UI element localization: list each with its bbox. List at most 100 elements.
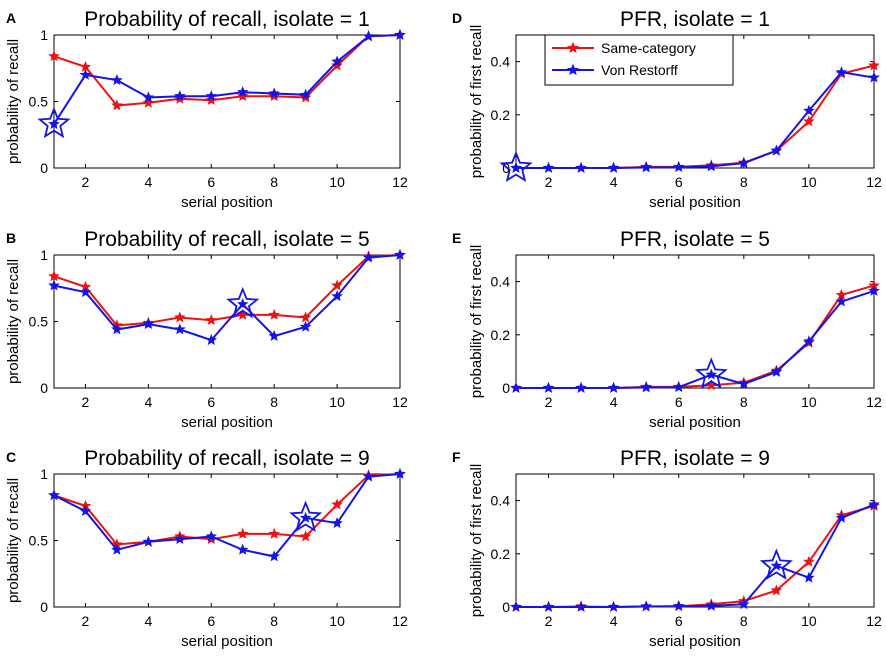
x-tick-label: 10 [801, 613, 817, 629]
y-tick-label: 0 [502, 380, 510, 396]
data-point [205, 94, 218, 106]
series-line [53, 254, 401, 327]
series-line [53, 473, 401, 558]
y-tick-label: 0 [40, 599, 48, 615]
y-tick-label: 1 [40, 247, 48, 263]
data-point [705, 160, 717, 172]
x-tick-label: 10 [329, 613, 345, 629]
data-point [705, 599, 718, 611]
data-point [770, 559, 783, 571]
chart-title: Probability of recall, isolate = 1 [84, 8, 369, 31]
data-point [142, 535, 155, 547]
plot-frame [515, 254, 875, 389]
y-tick-label: 0.5 [29, 533, 49, 549]
y-axis-label: probability of first recall [468, 245, 485, 398]
data-point [48, 279, 60, 291]
y-axis-label: probability of first recall [468, 25, 485, 178]
legend: Same-category Von Restorff [544, 34, 734, 86]
data-point [174, 311, 186, 323]
isolate-star-marker [759, 548, 793, 580]
x-tick-label: 10 [329, 174, 345, 190]
panel-letter: D [452, 10, 462, 26]
data-point [205, 530, 217, 542]
y-tick-label: 0.4 [491, 493, 511, 509]
data-point [738, 598, 750, 610]
series-line [53, 473, 401, 546]
data-point [111, 323, 123, 335]
panel-letter: F [452, 449, 461, 465]
x-axis-label: serial position [181, 194, 273, 211]
data-point [142, 96, 155, 108]
y-tick-label: 0.2 [491, 107, 511, 123]
x-tick-label: 4 [610, 613, 618, 629]
chart-title: PFR, isolate = 9 [620, 447, 770, 470]
chart-title: Probability of recall, isolate = 9 [84, 447, 369, 470]
legend-swatch-star [566, 41, 580, 54]
x-tick-label: 8 [270, 613, 278, 629]
data-point [299, 311, 312, 323]
data-point [868, 59, 880, 71]
data-point [542, 381, 555, 393]
data-point [868, 498, 880, 510]
data-point [835, 295, 848, 307]
panel-letter: C [6, 449, 16, 465]
isolate-star-marker [499, 150, 533, 183]
x-tick-label: 12 [866, 394, 882, 410]
data-point [299, 511, 312, 523]
x-tick-label: 6 [675, 613, 683, 629]
data-point [142, 318, 155, 330]
panel-e: 0 0.2 0.4 2 4 6 8 10 12 serial position probabilit… [452, 228, 882, 431]
chart-title: PFR, isolate = 1 [620, 8, 770, 31]
y-axis-label: probability of first recall [468, 464, 485, 617]
data-point [705, 368, 717, 380]
x-tick-label: 2 [82, 174, 90, 190]
data-point [673, 381, 685, 393]
x-tick-label: 10 [329, 394, 345, 410]
data-point [738, 157, 750, 169]
data-point [299, 320, 312, 332]
plot-frame [515, 473, 875, 608]
data-point [640, 161, 652, 173]
data-point [174, 533, 186, 545]
series-von-restorff [48, 248, 406, 346]
data-point [111, 99, 123, 111]
data-point [803, 335, 815, 347]
data-point [362, 251, 375, 263]
y-tick-label: 0.2 [491, 546, 511, 562]
x-tick-label: 8 [270, 394, 278, 410]
legend-swatch-star [566, 63, 580, 76]
x-tick-label: 12 [392, 394, 408, 410]
x-tick-label: 10 [801, 174, 817, 190]
data-point [640, 600, 652, 612]
data-point [268, 330, 280, 342]
data-point [331, 498, 343, 510]
x-tick-label: 6 [207, 394, 215, 410]
series-von-restorff [510, 66, 880, 173]
data-point [48, 50, 60, 62]
data-point [673, 161, 685, 173]
data-point [268, 308, 280, 320]
data-point [237, 86, 249, 98]
data-point [542, 161, 555, 173]
x-tick-label: 8 [270, 174, 278, 190]
x-tick-label: 4 [610, 174, 618, 190]
data-point [48, 118, 60, 130]
data-point [237, 543, 249, 555]
data-point [331, 59, 343, 71]
y-tick-label: 0.5 [29, 94, 49, 110]
series-von-restorff [510, 498, 880, 612]
y-tick-label: 0 [40, 380, 48, 396]
series-line [53, 34, 401, 107]
data-point [607, 161, 620, 173]
series-line [516, 289, 875, 389]
x-tick-label: 10 [801, 394, 817, 410]
data-point [770, 365, 783, 377]
x-tick-label: 2 [82, 394, 90, 410]
data-point [803, 115, 815, 127]
data-point [575, 381, 587, 393]
y-axis-label: probability of recall [5, 259, 22, 384]
x-tick-label: 8 [740, 174, 748, 190]
